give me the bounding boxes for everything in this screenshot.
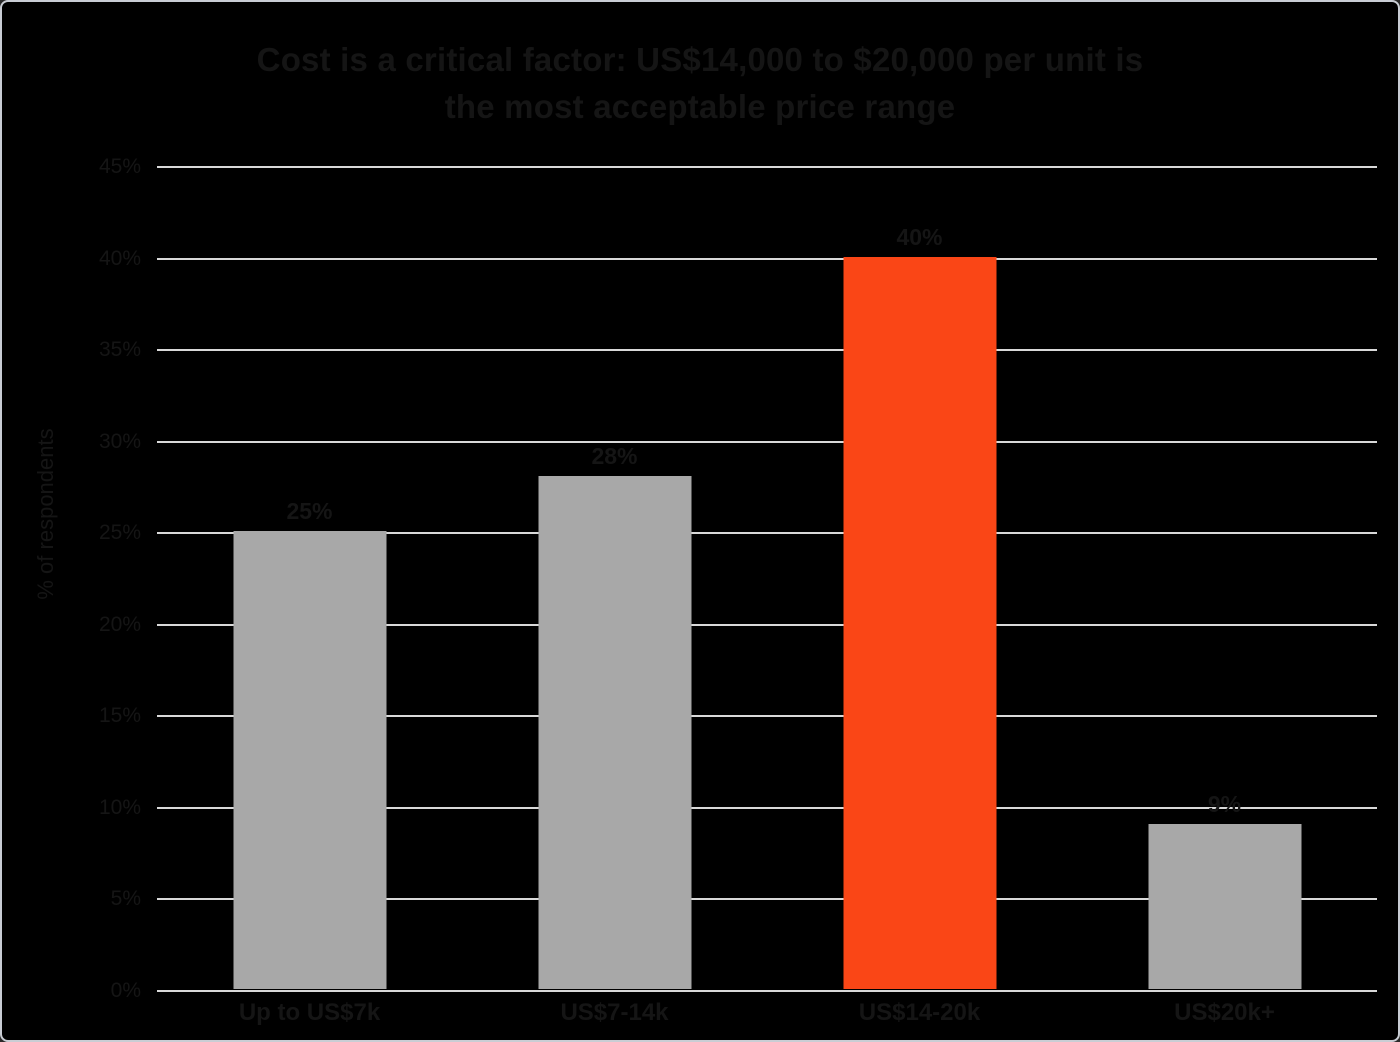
bar-US$7-14k <box>538 476 691 989</box>
gridline <box>157 990 1377 992</box>
gridline <box>157 349 1377 352</box>
gridline <box>157 898 1377 901</box>
gridline <box>157 166 1377 168</box>
gridline <box>157 257 1377 260</box>
y-axis-tick-label: 20% <box>98 612 141 636</box>
bar-US$14-20k <box>843 256 996 989</box>
bar-value-label: 9% <box>1207 791 1242 818</box>
y-axis-tick-label: 0% <box>110 979 141 1002</box>
y-axis-tick-label: 15% <box>98 704 141 728</box>
x-axis-category-label: US$7-14k <box>560 999 669 1026</box>
gridline <box>157 715 1377 718</box>
bar-value-label: 28% <box>591 443 638 470</box>
gridline <box>157 806 1377 809</box>
gridline <box>157 532 1377 535</box>
bar-Up to US$7k <box>233 531 386 989</box>
gridline <box>157 440 1377 443</box>
y-axis-tick-label: 35% <box>98 338 141 362</box>
x-axis-category-label: Up to US$7k <box>238 999 381 1026</box>
y-axis-tick-label: 45% <box>98 155 141 178</box>
gridline <box>157 623 1377 626</box>
chart-title-line1: Cost is a critical factor: US$14,000 to … <box>256 41 1144 78</box>
bar-US$20k+ <box>1148 824 1301 989</box>
x-axis-category-label: US$20k+ <box>1174 999 1275 1026</box>
y-axis-title: % of respondents <box>33 428 58 600</box>
y-axis-tick-label: 10% <box>98 795 141 819</box>
chart-title: Cost is a critical factor: US$14,000 to … <box>2 36 1398 130</box>
plot-area: Up to US$7k US$7-14k US$14-20k US$20k+ <box>157 166 1377 1026</box>
y-axis-tick-label: 5% <box>110 887 141 911</box>
y-axis-tick-label: 25% <box>98 521 141 545</box>
y-axis-tick-label: 30% <box>98 429 141 453</box>
x-axis-category-label: US$14-20k <box>858 999 981 1026</box>
bar-value-label: 40% <box>896 223 943 250</box>
y-axis-tick-label: 40% <box>98 246 141 270</box>
chart-title-line2: the most acceptable price range <box>444 88 956 125</box>
bar-value-label: 25% <box>286 498 333 525</box>
